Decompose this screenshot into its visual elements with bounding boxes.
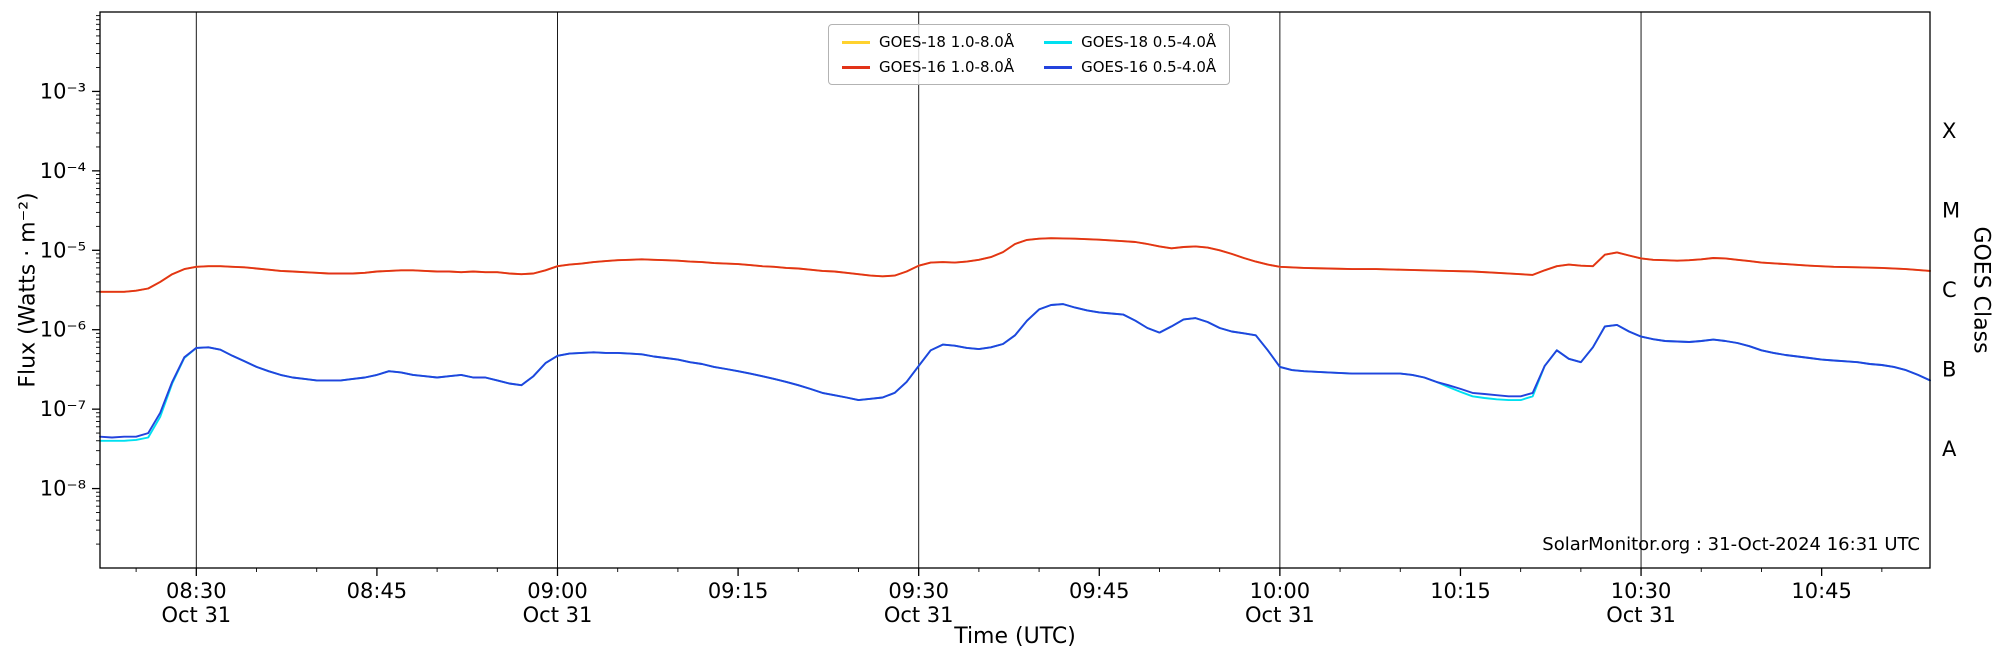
x-tick-label: 08:30 — [166, 579, 227, 603]
series-line-goes16-short — [99, 303, 1931, 439]
x-tick-date-label: Oct 31 — [1606, 603, 1676, 627]
legend-entry-goes18-short: GOES-18 0.5-4.0Å — [1044, 32, 1216, 52]
y-tick-label: 10⁻⁶ — [40, 318, 86, 342]
legend-label: GOES-16 0.5-4.0Å — [1081, 58, 1217, 76]
x-tick-date-label: Oct 31 — [884, 603, 954, 627]
y-tick-label: 10⁻⁷ — [40, 397, 86, 421]
goes-class-label-X: X — [1942, 119, 1956, 143]
series-line-goes18-long — [99, 237, 1931, 293]
legend-entry-goes18-long: GOES-18 1.0-8.0Å — [842, 32, 1014, 52]
x-tick-date-label: Oct 31 — [1245, 603, 1315, 627]
x-tick-label: 10:30 — [1611, 579, 1672, 603]
legend-line-swatch-goes16-short — [1044, 65, 1073, 69]
x-tick-label: 09:30 — [888, 579, 949, 603]
x-tick-label: 10:00 — [1250, 579, 1311, 603]
goes-class-label-M: M — [1942, 199, 1960, 223]
x-tick-date-label: Oct 31 — [161, 603, 231, 627]
y-tick-label: 10⁻⁸ — [40, 477, 86, 501]
legend-entry-goes16-long: GOES-16 1.0-8.0Å — [842, 57, 1014, 77]
plot-frame — [99, 11, 1931, 569]
legend-line-swatch-goes18-long — [842, 40, 870, 44]
legend-entry-goes16-short: GOES-16 0.5-4.0Å — [1044, 57, 1216, 77]
chart-legend: GOES-18 1.0-8.0Å GOES-18 0.5-4.0Å GOES-1… — [828, 24, 1231, 85]
legend-label: GOES-18 1.0-8.0Å — [879, 33, 1015, 51]
legend-label: GOES-18 0.5-4.0Å — [1081, 33, 1217, 51]
y-tick-label: 10⁻⁵ — [40, 238, 86, 262]
x-tick-label: 09:15 — [708, 579, 769, 603]
source-annotation: SolarMonitor.org : 31-Oct-2024 16:31 UTC — [1542, 534, 1920, 555]
x-tick-label: 09:00 — [527, 579, 588, 603]
series-line-goes16-long — [99, 237, 1931, 293]
y-tick-label: 10⁻³ — [40, 79, 86, 103]
goes-class-label-C: C — [1942, 278, 1957, 302]
x-tick-date-label: Oct 31 — [523, 603, 593, 627]
legend-line-swatch-goes16-long — [842, 65, 870, 69]
x-tick-label: 09:45 — [1069, 579, 1130, 603]
y-axis-label-flux: Flux (Watts · m⁻²) — [15, 192, 41, 388]
goes-class-label-B: B — [1942, 357, 1956, 381]
x-tick-label: 08:45 — [347, 579, 408, 603]
y-axis-label-goes-class: GOES Class — [1968, 226, 1994, 354]
series-line-goes18-short — [99, 303, 1931, 442]
goes-class-label-A: A — [1942, 437, 1957, 461]
x-tick-label: 10:45 — [1791, 579, 1852, 603]
legend-label: GOES-16 1.0-8.0Å — [879, 58, 1015, 76]
x-axis-label-time: Time (UTC) — [954, 624, 1076, 649]
y-tick-label: 10⁻⁴ — [40, 159, 86, 183]
x-tick-label: 10:15 — [1430, 579, 1491, 603]
legend-line-swatch-goes18-short — [1044, 40, 1073, 44]
